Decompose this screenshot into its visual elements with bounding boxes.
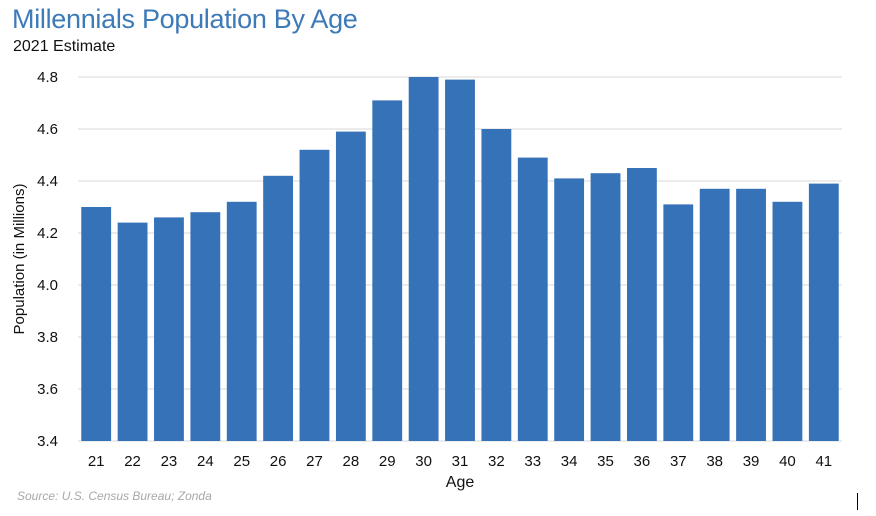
bar-age-23 <box>154 217 184 441</box>
y-tick-label: 3.8 <box>37 329 58 346</box>
source-note: Source: U.S. Census Bureau; Zonda <box>17 489 212 503</box>
bar-age-28 <box>335 131 366 441</box>
bar-age-30 <box>408 77 439 441</box>
bar-age-26 <box>263 175 294 442</box>
bar-age-40 <box>772 201 803 441</box>
x-tick-label: 32 <box>488 453 505 470</box>
bar-age-41 <box>808 183 839 441</box>
y-tick-label: 4.4 <box>37 173 58 190</box>
y-tick-label: 3.4 <box>37 433 58 450</box>
y-tick-label: 4.0 <box>37 277 58 294</box>
bar-age-22 <box>117 222 148 441</box>
y-tick-label: 3.6 <box>37 381 58 398</box>
bar-age-29 <box>372 100 403 442</box>
x-axis-ticks: 21 22 23 24 25 26 27 28 29 30 31 32 33 34 35 36 37 38 39 40… <box>88 453 832 470</box>
x-tick-label: 31 <box>452 453 469 470</box>
bar-age-38 <box>699 188 730 441</box>
x-tick-label: 25 <box>233 453 250 470</box>
x-tick-label: 38 <box>706 453 723 470</box>
bar-age-35 <box>590 173 621 441</box>
y-tick-label: 4.8 <box>37 69 58 86</box>
bar-age-33 <box>517 157 548 441</box>
x-tick-label: 26 <box>270 453 287 470</box>
x-tick-label: 23 <box>161 453 178 470</box>
bar-age-31 <box>445 79 475 441</box>
x-tick-label: 27 <box>306 453 323 470</box>
chart-title: Millennials Population By Age <box>12 4 358 34</box>
bar-age-39 <box>736 188 766 441</box>
bar-age-27 <box>299 149 330 442</box>
bar-age-36 <box>626 168 657 441</box>
x-tick-label: 21 <box>88 453 105 470</box>
bar-age-34 <box>554 178 585 441</box>
bar-age-37 <box>663 204 694 441</box>
x-tick-label: 24 <box>197 453 214 470</box>
bar-age-21 <box>81 207 112 441</box>
x-tick-label: 28 <box>343 453 360 470</box>
x-tick-label: 30 <box>415 453 432 470</box>
x-tick-label: 22 <box>124 453 141 470</box>
x-tick-label: 36 <box>634 453 651 470</box>
y-tick-label: 4.2 <box>37 225 58 242</box>
x-tick-label: 40 <box>779 453 796 470</box>
x-axis-title: Age <box>446 474 475 491</box>
y-tick-label: 4.6 <box>37 121 58 138</box>
x-tick-label: 33 <box>524 453 541 470</box>
bars <box>81 77 839 442</box>
y-axis-title: Population (in Millions) <box>11 184 28 335</box>
x-tick-label: 41 <box>815 453 832 470</box>
x-tick-label: 37 <box>670 453 687 470</box>
text-cursor <box>857 493 858 510</box>
bar-age-25 <box>226 201 257 441</box>
bar-age-24 <box>190 212 221 441</box>
y-axis-ticks: 3.4 3.6 3.8 4.0 4.2 4.4 4.6 4.8 <box>37 69 58 450</box>
x-tick-label: 29 <box>379 453 396 470</box>
bar-age-32 <box>481 129 512 441</box>
chart-subtitle: 2021 Estimate <box>13 38 116 55</box>
x-tick-label: 35 <box>597 453 614 470</box>
x-tick-label: 39 <box>743 453 760 470</box>
x-tick-label: 34 <box>561 453 578 470</box>
